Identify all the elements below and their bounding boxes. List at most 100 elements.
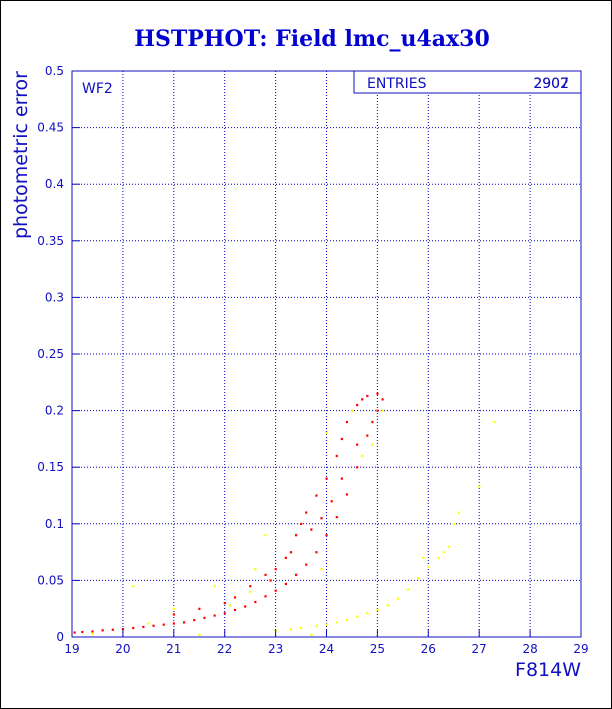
data-point-red	[203, 616, 206, 619]
data-point-red	[315, 551, 318, 554]
data-point-red	[371, 420, 374, 424]
stats-box: ENTRIES 2907 2902	[353, 70, 582, 94]
data-point-red	[223, 612, 226, 615]
data-point-red	[274, 589, 277, 592]
data-point-red	[274, 568, 277, 571]
data-point-red	[330, 500, 333, 503]
x-tick-label: 20	[115, 642, 130, 656]
data-point-yellow	[300, 626, 303, 630]
data-point-red	[162, 623, 165, 626]
data-point-yellow	[264, 534, 267, 537]
scatter-points	[73, 392, 496, 636]
data-point-red	[73, 631, 76, 634]
data-point-red	[310, 528, 313, 531]
data-point-yellow	[132, 585, 135, 588]
data-point-red	[289, 551, 293, 554]
data-point-red	[315, 494, 318, 497]
x-axis-label: F814W	[515, 659, 581, 681]
x-tick-label: 26	[421, 642, 436, 656]
data-point-yellow	[315, 624, 318, 627]
data-point-red	[345, 420, 349, 424]
data-point-red	[269, 579, 272, 582]
x-tick-label: 29	[573, 642, 588, 656]
chip-label: WF2	[82, 81, 113, 97]
x-tick-label: 23	[268, 642, 283, 656]
data-point-yellow	[91, 632, 94, 635]
data-point-red	[152, 624, 155, 627]
data-point-yellow	[172, 607, 175, 610]
data-point-red	[381, 398, 384, 401]
data-point-red	[376, 409, 379, 412]
data-point-red	[294, 573, 298, 576]
y-tick-label: 0.1	[45, 517, 64, 531]
data-point-red	[101, 629, 104, 632]
data-point-red	[340, 437, 343, 441]
data-point-red	[172, 622, 175, 625]
data-point-red	[142, 625, 145, 629]
y-tick-label: 0	[56, 630, 64, 644]
data-point-yellow	[228, 604, 231, 607]
data-point-yellow	[406, 588, 410, 591]
data-point-yellow	[447, 545, 450, 548]
data-point-yellow	[452, 522, 455, 525]
y-tick-label: 0.4	[45, 177, 64, 191]
data-point-red	[325, 534, 328, 537]
data-point-red	[356, 403, 359, 407]
x-tick-label: 28	[522, 642, 537, 656]
data-point-red	[305, 563, 308, 566]
y-tick-label: 0.15	[37, 460, 64, 474]
data-point-yellow	[417, 577, 420, 580]
data-point-red	[81, 630, 84, 634]
x-tick-label: 21	[166, 642, 181, 656]
data-point-red	[264, 595, 267, 598]
data-point-yellow	[254, 568, 257, 571]
data-point-yellow	[457, 511, 461, 514]
data-point-yellow	[376, 608, 379, 612]
data-point-yellow	[493, 420, 496, 424]
data-point-red	[366, 434, 369, 437]
data-point-yellow	[320, 568, 323, 571]
data-point-yellow	[366, 612, 369, 615]
data-point-red	[264, 573, 267, 576]
y-tick-label: 0.35	[37, 234, 64, 248]
y-ticks: 0 0.05 0.1 0.15 0.2 0.25 0.3 0.35 0.4 0.45 0.5	[37, 64, 80, 644]
data-point-yellow	[427, 565, 430, 569]
data-point-yellow	[345, 619, 349, 622]
data-point-red	[223, 602, 226, 605]
data-point-yellow	[325, 432, 328, 435]
y-tick-label: 0.45	[37, 121, 64, 135]
data-point-yellow	[310, 633, 313, 636]
data-point-red	[198, 607, 201, 610]
data-point-yellow	[437, 556, 440, 559]
data-point-red	[111, 628, 114, 631]
data-point-yellow	[356, 615, 359, 618]
stats-value-overprint: 2902	[533, 76, 569, 92]
data-point-red	[91, 630, 94, 633]
data-point-red	[132, 626, 135, 630]
data-point-red	[356, 466, 359, 469]
stats-box-frame	[353, 70, 582, 94]
stats-label: ENTRIES	[367, 76, 427, 92]
data-point-red	[233, 608, 237, 612]
data-point-yellow	[213, 585, 216, 588]
data-point-yellow	[350, 409, 354, 412]
data-point-red	[213, 614, 216, 617]
data-point-red	[254, 600, 257, 604]
data-point-yellow	[422, 556, 425, 559]
data-point-yellow	[478, 485, 481, 488]
data-point-red	[233, 596, 237, 599]
data-point-red	[300, 522, 303, 525]
x-ticks: 19 20 21 22 23 24 25 26 27 28 29	[64, 629, 589, 656]
chart-title: HSTPHOT: Field lmc_u4ax30	[134, 26, 490, 52]
x-tick-label: 27	[472, 642, 487, 656]
data-point-red	[361, 398, 364, 401]
data-point-red	[325, 477, 328, 480]
data-point-yellow	[147, 622, 150, 625]
data-point-red	[356, 443, 359, 446]
data-point-red	[294, 534, 298, 537]
data-point-red	[172, 613, 175, 616]
stats-value: 2907	[533, 76, 569, 92]
data-point-red	[335, 454, 338, 458]
data-point-yellow	[381, 409, 384, 412]
